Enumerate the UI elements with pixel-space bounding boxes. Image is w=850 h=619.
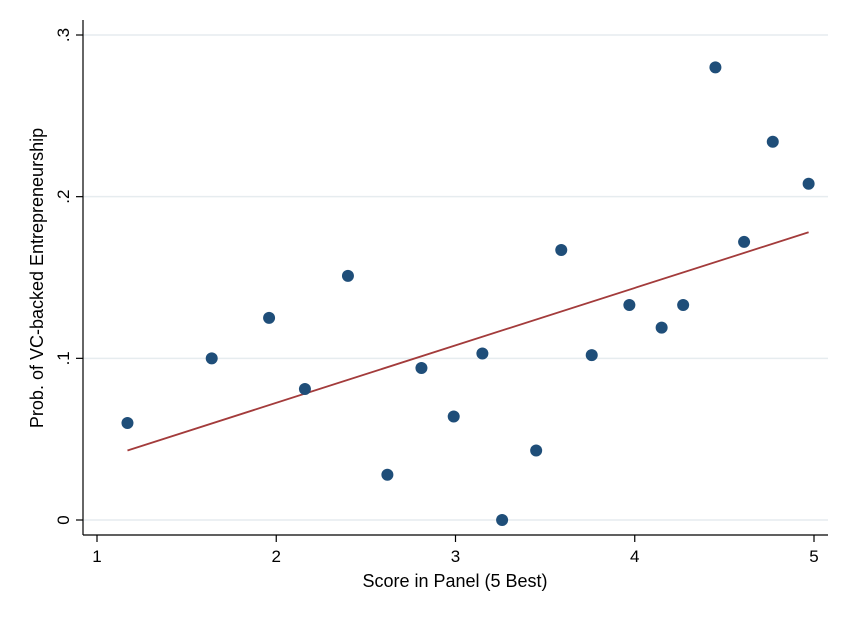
- data-point-18: [766, 135, 779, 148]
- data-point-11: [555, 244, 568, 257]
- data-points: [121, 61, 815, 526]
- data-point-4: [341, 269, 354, 282]
- data-point-7: [447, 410, 460, 423]
- data-point-17: [738, 235, 751, 248]
- data-point-5: [381, 468, 394, 481]
- x-tick-label-1: 2: [272, 547, 281, 566]
- fit-line-group: [127, 231, 809, 452]
- y-tick-label-3: .3: [54, 28, 73, 42]
- data-point-10: [530, 444, 543, 457]
- data-point-16: [709, 61, 722, 74]
- data-point-3: [298, 383, 311, 396]
- data-point-9: [496, 514, 509, 526]
- fit-line: [127, 231, 809, 452]
- data-point-6: [415, 362, 428, 375]
- data-point-8: [476, 347, 489, 360]
- data-point-19: [802, 177, 815, 190]
- data-point-1: [205, 352, 218, 365]
- data-point-15: [677, 298, 690, 311]
- data-point-0: [121, 417, 134, 429]
- x-tick-label-0: 1: [92, 547, 101, 566]
- x-tick-label-4: 5: [809, 547, 818, 566]
- x-tick-label-2: 3: [451, 547, 460, 566]
- y-tick-label-2: .2: [54, 190, 73, 204]
- y-axis-title: Prob. of VC-backed Entrepreneurship: [27, 128, 47, 428]
- data-point-14: [655, 321, 668, 334]
- x-ticks: 1 2 3 4 5: [92, 535, 819, 566]
- y-tick-label-0: 0: [54, 515, 73, 524]
- data-point-12: [585, 349, 598, 362]
- y-tick-label-1: .1: [54, 351, 73, 365]
- x-axis-title: Score in Panel (5 Best): [362, 571, 547, 591]
- y-ticks: 0 .1 .2 .3: [54, 28, 83, 525]
- data-point-2: [263, 311, 276, 324]
- data-point-13: [623, 298, 636, 311]
- x-tick-label-3: 4: [630, 547, 639, 566]
